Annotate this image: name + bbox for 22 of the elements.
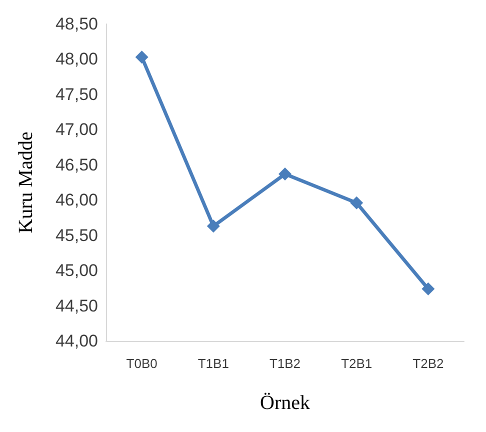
y-tick-label: 46,00 [55, 190, 98, 210]
y-tick-label: 48,50 [55, 14, 98, 34]
x-tick-label: T1B1 [198, 356, 229, 371]
point [350, 196, 364, 210]
y-tick-label: 47,50 [55, 84, 98, 104]
y-tick-label: 45,50 [55, 226, 98, 245]
y-tick-label: 48,00 [55, 50, 98, 69]
y-axis-title: Kuru Madde [15, 132, 37, 234]
x-tick-label: T2B1 [341, 356, 372, 371]
x-tick-label: T1B2 [269, 356, 301, 371]
y-tick-label: 44,50 [55, 296, 98, 316]
point [206, 220, 220, 233]
y-tick-label: 46,50 [55, 155, 98, 174]
y-tick-label: 47,00 [55, 120, 98, 140]
point [422, 282, 435, 296]
x-tick-label: T0B0 [126, 356, 158, 371]
y-tick-label: 45,00 [55, 261, 98, 280]
point [278, 168, 292, 181]
y-tick-label: 44,00 [55, 332, 98, 350]
point [135, 50, 148, 64]
x-tick-label: T2B2 [412, 356, 444, 371]
x-axis-title: Örnek [260, 392, 310, 414]
